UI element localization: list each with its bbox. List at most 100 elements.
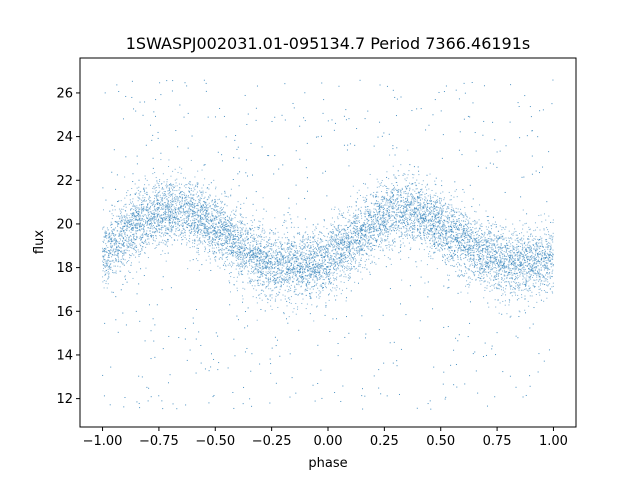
data-point — [199, 238, 201, 240]
data-point — [371, 262, 373, 264]
data-point — [364, 264, 366, 266]
data-point — [391, 203, 393, 205]
data-point — [270, 281, 272, 283]
data-point — [511, 276, 513, 278]
data-point — [531, 271, 533, 273]
data-point — [447, 207, 449, 209]
data-point — [273, 281, 275, 283]
data-point — [199, 211, 201, 213]
data-point — [469, 239, 471, 241]
data-point — [141, 202, 143, 204]
data-point — [281, 254, 283, 256]
data-point — [221, 193, 223, 195]
data-point — [211, 247, 213, 249]
data-point — [294, 293, 296, 295]
data-point — [193, 224, 195, 226]
data-point — [166, 207, 168, 209]
data-point — [189, 202, 191, 204]
data-point — [263, 264, 265, 266]
data-point — [138, 216, 140, 218]
data-point — [334, 234, 336, 236]
data-point — [503, 271, 505, 273]
data-point — [156, 207, 158, 209]
data-point — [527, 300, 529, 302]
data-point — [423, 235, 425, 237]
data-point — [358, 242, 360, 244]
data-point — [513, 253, 515, 255]
data-point — [112, 240, 114, 242]
data-point — [214, 200, 216, 202]
data-point — [159, 234, 161, 236]
data-point — [273, 280, 275, 282]
data-point — [177, 208, 179, 210]
data-point — [114, 209, 116, 211]
data-point — [174, 200, 176, 202]
data-point — [198, 201, 200, 203]
data-point — [446, 229, 448, 231]
data-point — [235, 250, 237, 252]
data-point — [481, 275, 483, 277]
data-point — [410, 236, 412, 238]
data-point — [129, 254, 131, 256]
data-point — [266, 254, 268, 256]
data-point — [530, 255, 532, 257]
data-point — [329, 231, 331, 233]
data-point — [429, 173, 431, 175]
data-point — [426, 184, 428, 186]
data-point — [138, 211, 140, 213]
data-point — [168, 227, 170, 229]
data-point — [447, 244, 449, 246]
data-point — [440, 239, 442, 241]
data-point — [313, 269, 315, 271]
data-point — [149, 218, 151, 220]
data-point — [547, 248, 549, 250]
data-point — [144, 184, 146, 186]
data-point — [287, 297, 289, 299]
data-point — [469, 240, 471, 242]
data-point — [514, 247, 516, 249]
data-point — [144, 241, 146, 243]
data-point — [491, 262, 493, 264]
data-point — [501, 270, 503, 272]
data-point — [424, 282, 426, 284]
data-point — [439, 228, 441, 230]
data-point — [188, 235, 190, 237]
data-point — [207, 216, 209, 218]
data-point — [123, 219, 125, 221]
data-point — [356, 217, 358, 219]
data-point — [523, 258, 525, 260]
data-point — [358, 189, 360, 191]
data-point — [490, 250, 492, 252]
data-point — [177, 220, 179, 222]
data-point — [378, 223, 380, 225]
data-point — [218, 211, 220, 213]
data-point — [219, 213, 221, 215]
data-point — [263, 251, 265, 253]
data-point — [331, 217, 333, 219]
data-point — [395, 205, 397, 207]
data-point — [390, 214, 392, 216]
data-point — [294, 273, 296, 275]
data-point — [392, 240, 394, 242]
data-point — [442, 237, 444, 239]
data-point — [422, 211, 424, 213]
data-point — [132, 229, 134, 231]
data-point — [197, 232, 199, 234]
data-point — [452, 218, 454, 220]
data-point — [136, 236, 138, 238]
data-point — [544, 253, 546, 255]
data-point — [124, 275, 126, 277]
data-point — [512, 278, 514, 280]
data-point — [153, 221, 155, 223]
data-point — [395, 221, 397, 223]
data-point — [224, 226, 226, 228]
data-point — [491, 243, 493, 245]
data-point — [474, 224, 476, 226]
data-point — [508, 257, 510, 259]
data-point — [525, 247, 527, 249]
data-point — [541, 269, 543, 271]
data-point — [467, 238, 468, 240]
data-point — [545, 265, 547, 267]
data-point — [462, 216, 464, 218]
